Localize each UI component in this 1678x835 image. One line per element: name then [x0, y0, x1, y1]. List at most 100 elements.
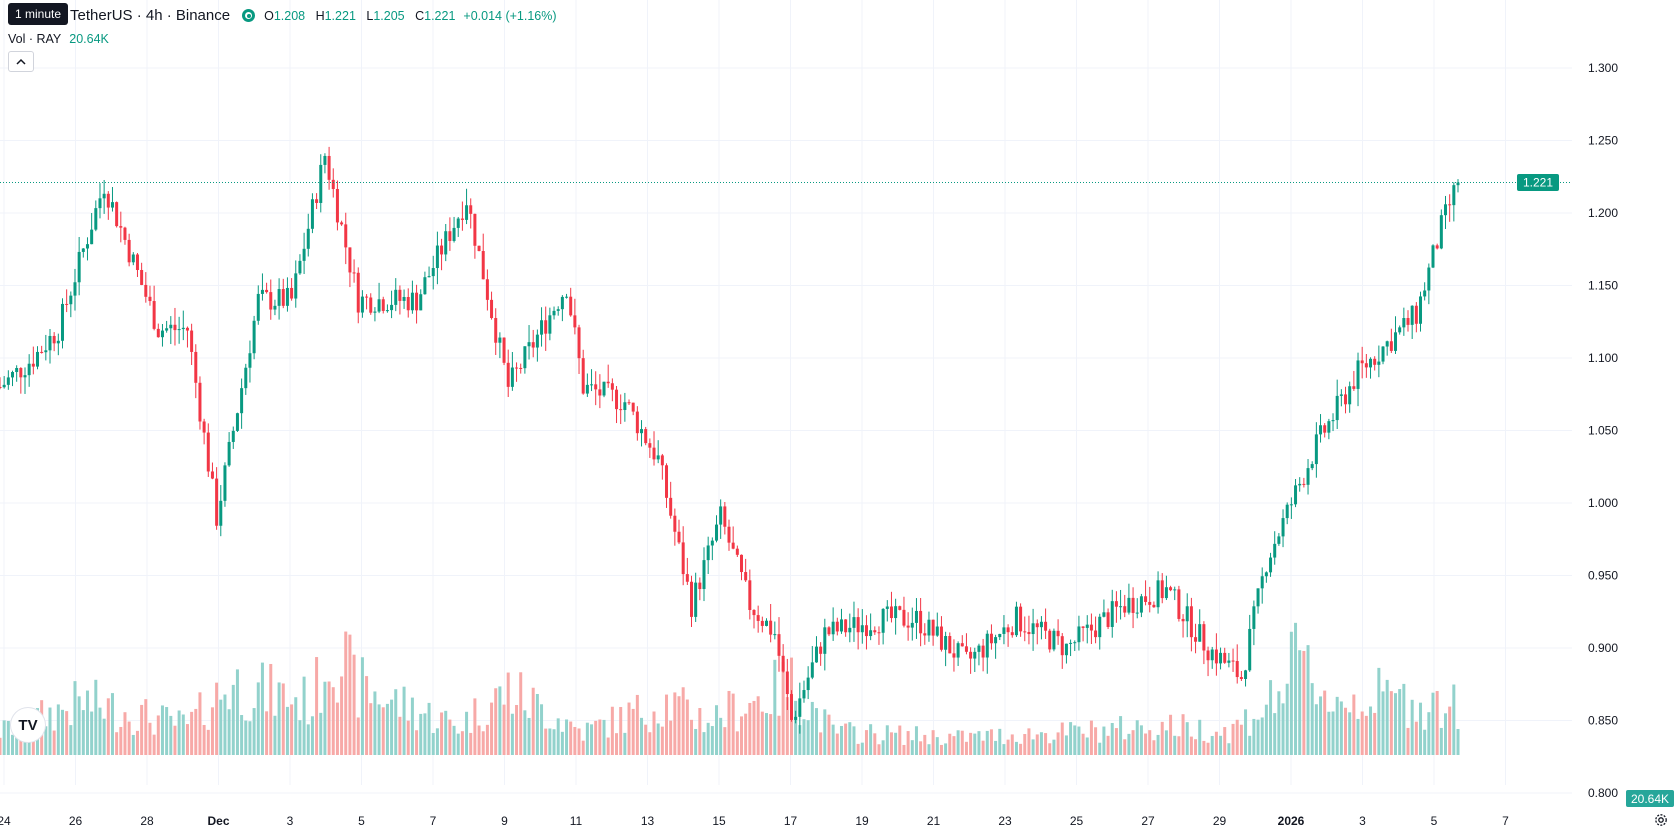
candle — [27, 354, 31, 387]
volume-legend[interactable]: Vol · RAY 20.64K — [8, 32, 109, 46]
volume-bar — [1239, 724, 1243, 755]
candle-body — [823, 627, 827, 654]
volume-bar — [360, 657, 364, 755]
candle — [615, 385, 619, 424]
volume-bar — [864, 730, 868, 755]
volume-bar — [298, 720, 302, 755]
candle-body — [344, 224, 348, 248]
candle — [860, 609, 864, 644]
volume-bar — [1060, 722, 1064, 755]
candle — [565, 293, 569, 299]
candle-body — [756, 615, 760, 621]
candle-body — [1010, 632, 1014, 636]
volume-bar — [60, 709, 64, 755]
volume-bar — [69, 725, 73, 755]
volume-bar — [340, 676, 344, 755]
volume-bar — [127, 721, 131, 755]
volume-bar — [131, 734, 135, 755]
candle-body — [1402, 318, 1406, 328]
volume-bar — [348, 634, 352, 755]
candle — [269, 279, 273, 320]
settings-button[interactable] — [1650, 811, 1672, 833]
candle-body — [202, 421, 206, 433]
candle — [369, 293, 373, 315]
candle — [798, 682, 802, 734]
volume-bar — [502, 704, 506, 755]
candle — [1106, 608, 1110, 630]
candle — [1306, 459, 1310, 495]
candle-body — [1406, 318, 1410, 325]
volume-bar — [852, 726, 856, 755]
volume-bar — [669, 720, 673, 755]
candle — [477, 245, 481, 252]
candle-body — [1148, 601, 1152, 605]
symbol-legend[interactable]: TetherUS · 4h · Binance O1.208 H1.221 L1… — [8, 7, 557, 24]
candle-body — [315, 199, 319, 203]
candle — [1052, 628, 1056, 652]
candle-body — [148, 296, 152, 302]
volume-bar — [1102, 726, 1106, 755]
candle — [1035, 619, 1039, 645]
candle — [927, 611, 931, 642]
candle — [1298, 477, 1302, 492]
volume-bar — [473, 698, 477, 755]
candle — [677, 519, 681, 545]
candle-body — [1210, 649, 1214, 661]
candle-body — [98, 198, 102, 209]
candle — [723, 501, 727, 535]
volume-bar — [798, 725, 802, 755]
candle-body — [1031, 623, 1035, 635]
candle — [1206, 646, 1210, 677]
candle-body — [977, 645, 981, 652]
volume-bar — [227, 709, 231, 755]
volume-bar — [1406, 727, 1410, 755]
symbol-title[interactable]: TetherUS · 4h · Binance — [70, 7, 231, 24]
volume-bar — [10, 734, 14, 755]
candle-body — [440, 245, 444, 255]
x-tick-label: 17 — [784, 814, 798, 828]
candle-body — [27, 363, 31, 376]
candle — [869, 613, 873, 641]
candle-body — [1135, 612, 1139, 614]
candle — [1331, 413, 1335, 432]
candle — [969, 647, 973, 674]
volume-bar — [1031, 739, 1035, 755]
candle-body — [65, 303, 69, 305]
volume-bar — [665, 694, 669, 755]
candle — [810, 646, 814, 680]
volume-bar — [460, 731, 464, 755]
candle — [1381, 346, 1385, 365]
candle — [1314, 422, 1318, 478]
volume-bar — [902, 744, 906, 755]
candle-body — [252, 320, 256, 354]
candle — [1014, 601, 1018, 638]
volume-bar — [219, 699, 223, 755]
candle — [735, 545, 739, 557]
candle — [227, 432, 231, 467]
candle-body — [839, 619, 843, 632]
candle — [435, 231, 439, 285]
candle — [1252, 600, 1256, 646]
y-tick-label: 1.000 — [1588, 496, 1618, 510]
candle-body — [1269, 557, 1273, 573]
candle — [1181, 614, 1185, 638]
candle — [1135, 598, 1139, 619]
tradingview-logo[interactable]: TV — [11, 708, 45, 742]
volume-bar — [1160, 721, 1164, 755]
candle-body — [1110, 601, 1114, 627]
volume-bar — [306, 724, 310, 755]
collapse-legend-button[interactable] — [8, 51, 34, 72]
volume-bar — [1169, 714, 1173, 755]
candle-body — [644, 429, 648, 444]
candle — [1452, 182, 1456, 222]
price-axis[interactable]: 1.300 1.250 1.200 1.150 1.100 1.050 1.000 0.950… — [1588, 61, 1618, 800]
candle — [1339, 389, 1343, 407]
candle-body — [1394, 332, 1398, 351]
candle-body — [1052, 630, 1056, 650]
volume-bar — [1314, 704, 1318, 755]
candle-body — [914, 610, 918, 623]
volume-bar — [1114, 728, 1118, 755]
volume-bar — [327, 681, 331, 755]
time-axis[interactable]: 24 26 28 Dec 3 5 7 9 11 13 15 17 19 21 23 25 27 29 2026 3 5 7 — [0, 814, 1509, 828]
